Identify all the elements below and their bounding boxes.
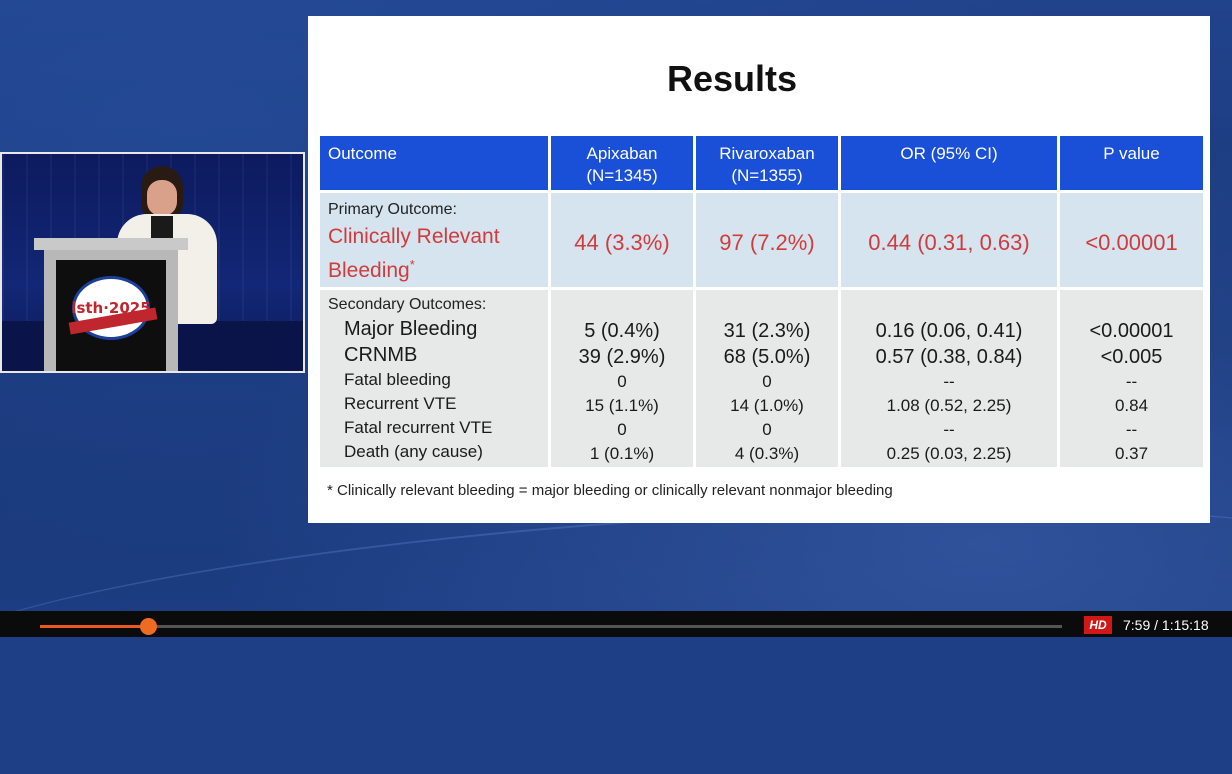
hd-quality-button[interactable]: HD [1084,616,1112,634]
progress-track[interactable] [40,625,1062,628]
footnote-marker: * [409,257,415,272]
primary-rivaroxaban: 97 (7.2%) [696,193,838,287]
p-value: <0.00001 [1089,320,1174,342]
rivaroxaban-value: 0 [762,420,772,439]
secondary-or-col: 0.16 (0.06, 0.41) 0.57 (0.38, 0.84) -- 1… [841,290,1057,467]
primary-name-line1: Clinically Relevant [328,225,500,248]
outcome-name: Fatal bleeding [344,370,451,389]
secondary-rivaroxaban-col: 31 (2.3%) 68 (5.0%) 0 14 (1.0%) 0 4 (0.3… [696,290,838,467]
secondary-p-col: <0.00001 <0.005 -- 0.84 -- 0.37 [1060,290,1203,467]
or-value: -- [943,420,955,439]
results-table: Outcome Apixaban (N=1345) Rivaroxaban (N=1… [317,133,1206,470]
apixaban-value: 0 [617,420,627,439]
rivaroxaban-value: 4 (0.3%) [734,444,800,463]
outcome-name: Recurrent VTE [344,394,457,413]
primary-name-line2: Bleeding [328,259,410,282]
apixaban-value: 5 (0.4%) [584,320,660,342]
podium-top [34,238,188,250]
apixaban-value: 1 (0.1%) [589,444,655,463]
or-value: 0.57 (0.38, 0.84) [875,346,1023,368]
scrubber-handle[interactable] [140,618,158,635]
primary-p-value: <0.00001 [1060,193,1203,287]
outcome-name: CRNMB [344,344,418,366]
video-player-bar: HD 7:59 / 1:15:18 [0,611,1232,637]
rivaroxaban-value: 14 (1.0%) [730,396,804,415]
table-header-row: Outcome Apixaban (N=1345) Rivaroxaban (N=1… [320,136,1203,190]
secondary-apixaban-col: 5 (0.4%) 39 (2.9%) 0 15 (1.1%) 0 1 (0.1%… [551,290,693,467]
or-value: 1.08 (0.52, 2.25) [886,396,1012,415]
outcome-name: Major Bleeding [344,318,478,340]
outcome-name: Death (any cause) [344,442,483,461]
isth-logo: isth·2025 [68,276,158,340]
primary-or: 0.44 (0.31, 0.63) [841,193,1057,287]
p-value: 0.37 [1114,444,1149,463]
or-value: 0.16 (0.06, 0.41) [875,320,1023,342]
presentation-slide: Results Outcome Apixaban (N=1345) Rivarox… [308,16,1210,523]
header-outcome: Outcome [320,136,548,190]
slide-title: Results [666,58,798,99]
or-value: -- [943,372,955,391]
header-apixaban: Apixaban (N=1345) [551,136,693,190]
isth-logo-text: isth·2025 [71,299,151,317]
rivaroxaban-value: 31 (2.3%) [723,320,811,342]
primary-outcome-label-cell: Primary Outcome: Clinically Relevant Ble… [320,193,548,287]
primary-apixaban: 44 (3.3%) [551,193,693,287]
speaker-video: isth·2025 [0,152,305,373]
header-or: OR (95% CI) [841,136,1057,190]
header-rivaroxaban: Rivaroxaban (N=1355) [696,136,838,190]
apixaban-value: 39 (2.9%) [578,346,666,368]
outcome-name: Fatal recurrent VTE [344,418,493,437]
podium: isth·2025 [34,238,188,371]
secondary-outcomes-label: Secondary Outcomes: [328,296,487,313]
time-display: 7:59 / 1:15:18 [1123,617,1209,633]
or-value: 0.25 (0.03, 2.25) [886,444,1012,463]
p-value: 0.84 [1114,396,1149,415]
primary-outcome-row: Primary Outcome: Clinically Relevant Ble… [320,193,1203,287]
apixaban-value: 15 (1.1%) [585,396,659,415]
speaker-face [147,180,177,216]
secondary-outcomes-row: Secondary Outcomes: Major Bleeding CRNMB… [320,290,1203,467]
rivaroxaban-value: 68 (5.0%) [723,346,811,368]
rivaroxaban-value: 0 [762,372,772,391]
header-p-value: P value [1060,136,1203,190]
primary-outcome-label: Primary Outcome: [328,201,457,218]
progress-fill [40,625,149,628]
primary-outcome-name: Clinically Relevant Bleeding* [328,223,547,285]
apixaban-value: 0 [617,372,627,391]
p-value: -- [1125,420,1138,439]
p-value: -- [1125,372,1138,391]
secondary-outcome-names: Secondary Outcomes: Major Bleeding CRNMB… [320,290,548,467]
p-value: <0.005 [1100,346,1163,368]
footnote: * Clinically relevant bleeding = major b… [327,482,893,499]
